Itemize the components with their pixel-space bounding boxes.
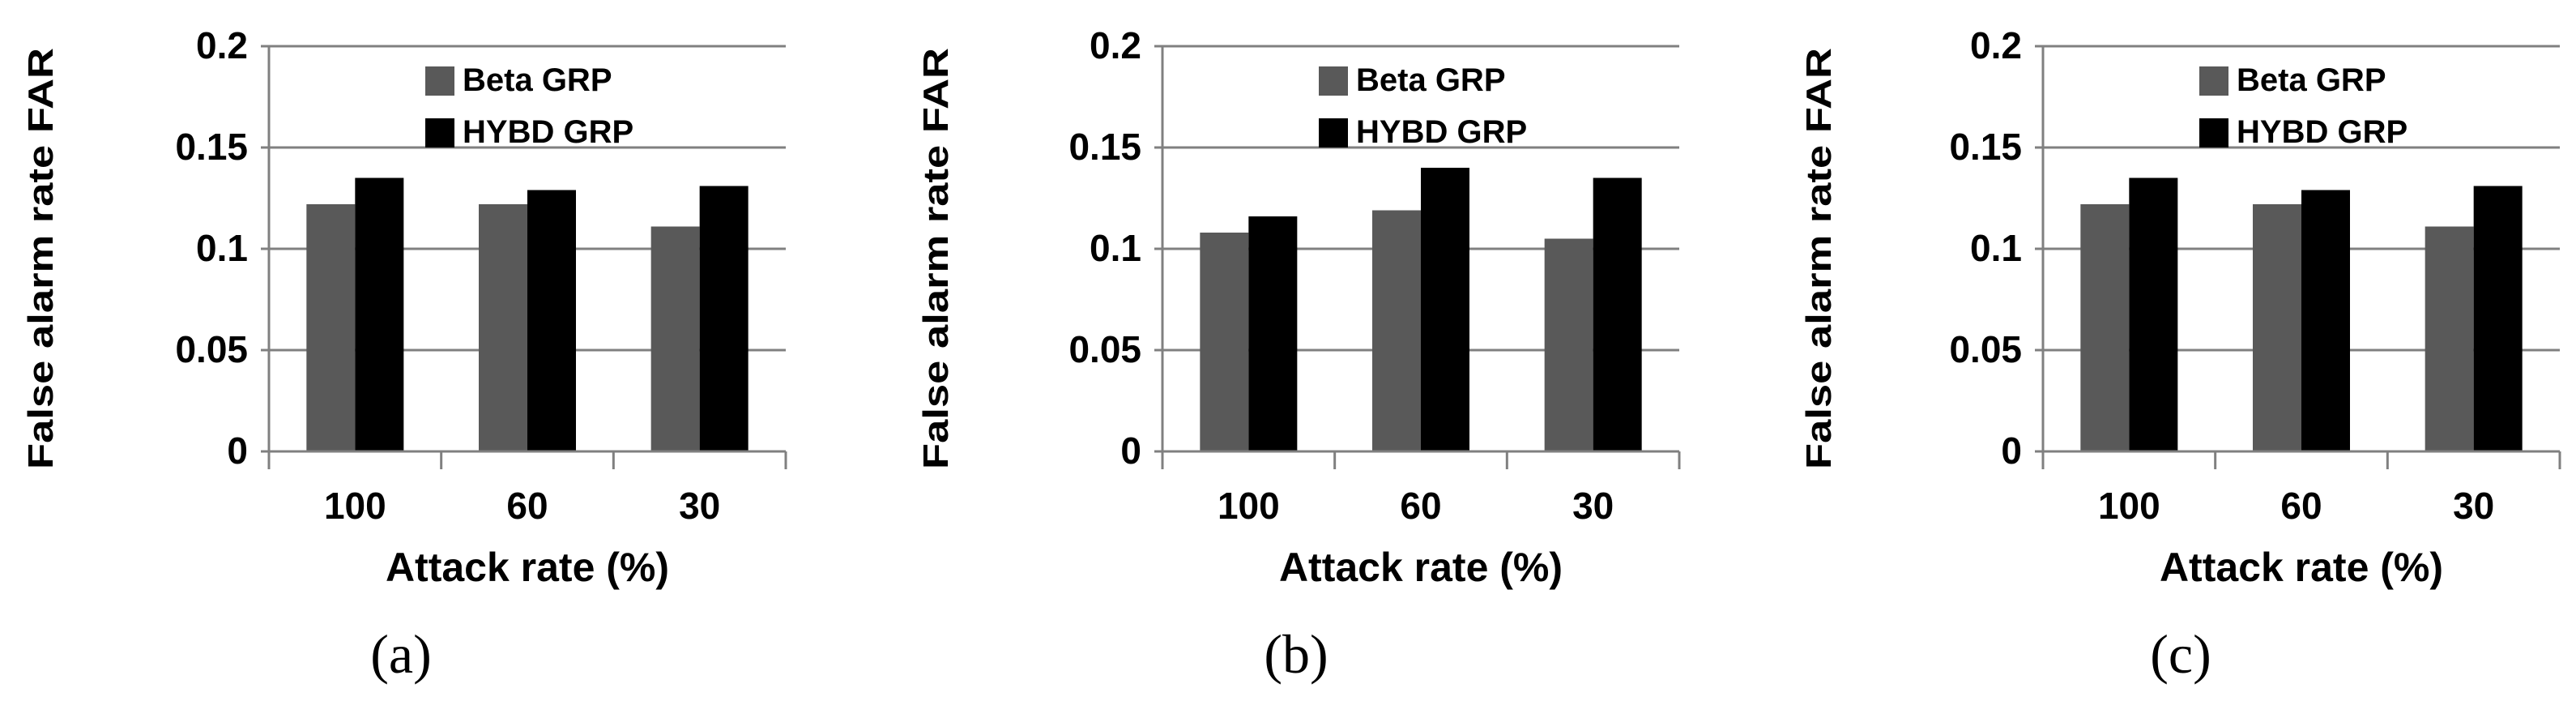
bar-hybd-grp-30 [699,186,748,451]
y-tick-label: 0.15 [1949,126,2022,168]
x-tick-label: 30 [1572,485,1614,527]
legend-swatch-hybd-grp [425,118,454,148]
y-axis-title: False alarm rate FAR [1799,48,1839,469]
legend-label-hybd-grp: HYBD GRP [1356,114,1527,150]
x-tick-label: 30 [679,485,720,527]
legend-swatch-hybd-grp [2199,118,2228,148]
bar-hybd-grp-30 [2473,186,2523,451]
y-tick-label: 0.1 [196,227,248,269]
y-tick-label: 0 [227,430,248,472]
y-tick-label: 0.1 [1090,227,1141,269]
y-axis-title: False alarm rate FAR [21,48,61,469]
legend-swatch-beta-grp [1319,66,1348,96]
x-tick-label: 60 [506,485,548,527]
y-tick-label: 0.05 [175,328,248,370]
x-axis-title: Attack rate (%) [386,545,669,590]
legend-swatch-beta-grp [2199,66,2228,96]
bar-hybd-grp-60 [1421,168,1469,451]
bar-beta-grp-60 [2253,204,2301,451]
x-tick-label: 30 [2453,485,2494,527]
y-tick-label: 0.15 [1068,126,1141,168]
legend-label-beta-grp: Beta GRP [2237,62,2386,98]
x-axis-title: Attack rate (%) [1279,545,1563,590]
y-tick-label: 0.15 [175,126,248,168]
x-tick-label: 60 [2280,485,2322,527]
legend-label-beta-grp: Beta GRP [463,62,612,98]
y-tick-label: 0 [2001,430,2022,472]
x-tick-label: 60 [1400,485,1441,527]
bar-beta-grp-30 [2425,226,2474,451]
bar-hybd-grp-100 [1248,216,1298,451]
legend-label-hybd-grp: HYBD GRP [463,114,633,150]
x-tick-label: 100 [1218,485,1280,527]
x-tick-label: 100 [2098,485,2160,527]
x-axis-title: Attack rate (%) [2160,545,2443,590]
legend-swatch-hybd-grp [1319,118,1348,148]
legend-label-beta-grp: Beta GRP [1356,62,1506,98]
panel-label: (c) [2150,623,2211,685]
bar-beta-grp-100 [306,204,356,451]
bar-beta-grp-100 [2080,204,2130,451]
bar-beta-grp-30 [650,226,700,451]
bar-beta-grp-60 [1372,210,1421,451]
y-tick-label: 0.05 [1068,328,1141,370]
y-axis-title: False alarm rate FAR [916,48,956,469]
y-tick-label: 0.2 [196,24,248,66]
bar-beta-grp-100 [1200,233,1249,451]
panel-label: (b) [1264,623,1328,685]
y-tick-label: 0.1 [1970,227,2022,269]
y-tick-label: 0 [1120,430,1141,472]
bar-hybd-grp-100 [2129,177,2178,451]
y-tick-label: 0.05 [1949,328,2022,370]
bar-hybd-grp-60 [2301,190,2350,451]
bar-beta-grp-30 [1544,238,1593,451]
y-tick-label: 0.2 [1090,24,1141,66]
bar-hybd-grp-30 [1593,177,1642,451]
panel-label: (a) [370,623,431,685]
bar-hybd-grp-60 [527,190,576,451]
legend-swatch-beta-grp [425,66,454,96]
y-tick-label: 0.2 [1970,24,2022,66]
bar-hybd-grp-100 [355,177,404,451]
x-tick-label: 100 [324,485,386,527]
bar-beta-grp-60 [479,204,527,451]
legend-label-hybd-grp: HYBD GRP [2237,114,2408,150]
